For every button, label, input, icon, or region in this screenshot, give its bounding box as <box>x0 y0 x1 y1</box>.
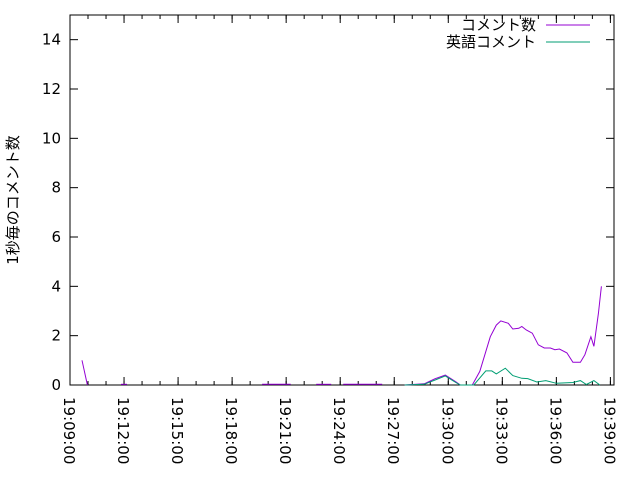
y-tick-label: 8 <box>51 179 61 197</box>
legend-label-english-comments: 英語コメント <box>446 33 536 51</box>
y-tick-label: 4 <box>51 277 61 295</box>
legend-label-comments: コメント数 <box>461 16 536 34</box>
x-tick-label: 19:09:00 <box>60 397 78 464</box>
x-tick-label: 19:27:00 <box>384 397 402 464</box>
plot-border <box>69 14 615 386</box>
x-tick-label: 19:24:00 <box>330 397 348 464</box>
x-tick-label: 19:36:00 <box>546 397 564 464</box>
y-tick-label: 2 <box>51 327 61 345</box>
x-tick-label: 19:39:00 <box>600 397 618 464</box>
legend: コメント数 英語コメント <box>446 16 590 51</box>
y-tick-label: 6 <box>51 228 61 246</box>
series-line-1 <box>404 367 601 386</box>
x-tick-label: 19:21:00 <box>276 397 294 464</box>
y-tick-label: 14 <box>42 31 61 49</box>
y-axis-label: 1秒毎のコメント数 <box>4 135 22 265</box>
x-tick-label: 19:12:00 <box>114 397 132 464</box>
y-tick-label: 12 <box>42 80 61 98</box>
y-tick-label: 10 <box>42 129 61 147</box>
x-tick-label: 19:30:00 <box>438 397 456 464</box>
x-tick-label: 19:18:00 <box>222 397 240 464</box>
y-tick-label: 0 <box>51 376 61 394</box>
series-lines <box>81 286 602 386</box>
x-tick-label: 19:33:00 <box>492 397 510 464</box>
x-tick-label: 19:15:00 <box>168 397 186 464</box>
axes: 0 2 4 6 8 10 12 14 19:09:00 19:12:00 19:15:00 19:18… <box>42 14 618 464</box>
series-line-0 <box>81 360 88 386</box>
